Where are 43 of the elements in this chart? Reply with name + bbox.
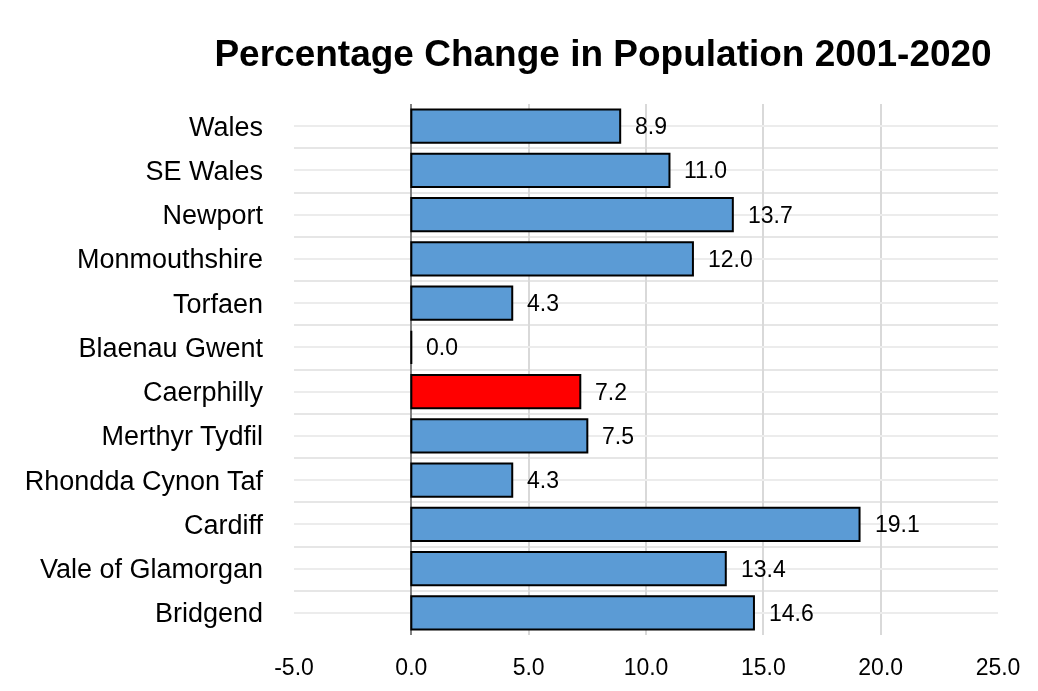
y-tick-label: Bridgend [154, 598, 263, 629]
bar [410, 374, 582, 410]
x-tick-label: 0.0 [395, 654, 428, 680]
y-tick-label: Wales [188, 111, 263, 142]
bar [410, 418, 589, 454]
data-label: 12.0 [708, 246, 753, 272]
data-label: 11.0 [684, 157, 728, 183]
x-tick-label: -5.0 [274, 654, 314, 680]
bar [410, 506, 861, 542]
data-label: 19.1 [875, 511, 920, 537]
bar [410, 108, 622, 144]
bar [410, 551, 727, 587]
x-tick-label: 25.0 [975, 654, 1021, 680]
y-tick-label: Vale of Glamorgan [39, 554, 263, 585]
bar [410, 197, 734, 233]
data-label: 13.7 [748, 202, 793, 228]
y-tick-label: Torfaen [172, 288, 263, 319]
y-tick-label: Blaenau Gwent [78, 332, 264, 363]
data-label: 4.3 [527, 290, 559, 316]
y-tick-label: SE Wales [145, 155, 263, 186]
data-label: 14.6 [769, 600, 814, 626]
data-label: 4.3 [527, 467, 559, 493]
x-tick-label: 15.0 [740, 654, 786, 680]
data-label: 7.5 [602, 423, 634, 449]
y-tick-label: Monmouthshire [76, 244, 263, 275]
chart-title: Percentage Change in Population 2001-2020 [214, 33, 992, 75]
bar [410, 152, 671, 188]
data-label: 13.4 [741, 556, 786, 582]
data-label: 7.2 [595, 379, 627, 405]
y-tick-label: Newport [162, 200, 264, 231]
y-tick-label: Merthyr Tydfil [101, 421, 263, 452]
data-label: 8.9 [635, 113, 667, 139]
x-tick-label: 5.0 [512, 654, 545, 680]
bar [410, 595, 755, 631]
y-tick-label: Caerphilly [142, 377, 264, 408]
x-tick-label: 20.0 [858, 654, 904, 680]
bar [410, 462, 514, 498]
data-label: 0.0 [426, 334, 458, 360]
y-tick-label: Rhondda Cynon Taf [24, 465, 264, 496]
x-tick-label: 10.0 [623, 654, 669, 680]
bar [410, 285, 514, 321]
y-tick-label: Cardiff [183, 509, 264, 540]
bar [410, 241, 694, 277]
